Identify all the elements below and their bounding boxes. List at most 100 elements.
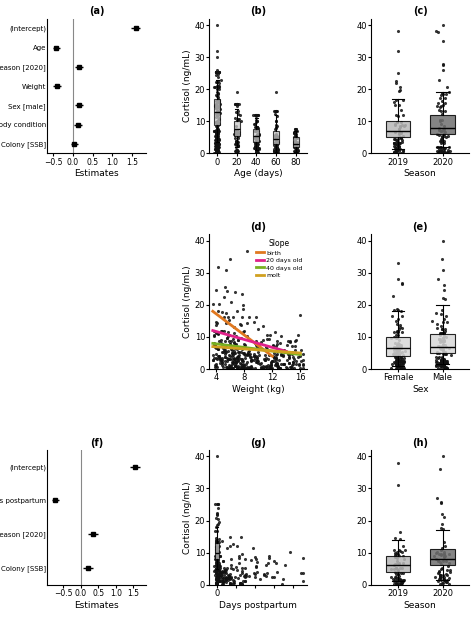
Point xyxy=(437,309,445,319)
Point xyxy=(247,356,255,366)
Point xyxy=(232,107,240,117)
Point xyxy=(438,578,446,588)
X-axis label: Estimates: Estimates xyxy=(74,169,119,179)
Point xyxy=(287,362,294,372)
Point xyxy=(292,124,299,134)
Point xyxy=(391,120,398,130)
Point xyxy=(439,236,447,246)
Point xyxy=(445,572,453,582)
Point xyxy=(263,363,271,373)
Point xyxy=(396,361,404,371)
Point xyxy=(213,341,220,351)
Point xyxy=(214,67,222,77)
Point xyxy=(438,134,445,144)
Point xyxy=(274,137,282,147)
Point xyxy=(246,312,253,322)
Point xyxy=(214,91,221,101)
Point xyxy=(267,360,274,369)
Point xyxy=(300,360,307,370)
Point xyxy=(212,132,220,142)
Point xyxy=(213,499,221,509)
Point xyxy=(233,139,241,149)
Point xyxy=(255,144,262,154)
Point xyxy=(232,125,239,135)
Point xyxy=(296,363,304,373)
Point xyxy=(222,575,229,585)
Point xyxy=(252,117,260,127)
Point xyxy=(213,138,220,148)
Point xyxy=(234,573,242,583)
Point xyxy=(254,129,261,139)
Point xyxy=(225,363,232,373)
Point xyxy=(210,326,218,336)
Point xyxy=(399,144,407,154)
Point xyxy=(443,358,451,368)
Point xyxy=(214,129,221,139)
Point xyxy=(249,109,257,119)
Y-axis label: Cortisol (ng/mL): Cortisol (ng/mL) xyxy=(182,481,191,554)
Point xyxy=(399,95,407,105)
Point xyxy=(213,124,220,134)
Point xyxy=(247,355,255,364)
Point xyxy=(272,123,280,132)
Point xyxy=(399,363,407,373)
Point xyxy=(292,132,300,142)
Point xyxy=(213,146,221,156)
Point xyxy=(213,579,220,589)
Point xyxy=(394,480,401,490)
Point xyxy=(257,363,264,373)
Point xyxy=(211,331,219,341)
Point xyxy=(213,575,220,585)
Point xyxy=(392,77,400,86)
Point xyxy=(394,140,402,150)
Point xyxy=(213,144,220,154)
Point xyxy=(214,67,222,77)
Point xyxy=(213,140,220,150)
Point xyxy=(214,572,222,582)
Point xyxy=(255,129,263,139)
Point xyxy=(212,140,220,150)
Point xyxy=(213,521,220,531)
Point xyxy=(395,339,403,349)
Point xyxy=(263,569,271,578)
Point xyxy=(273,144,280,154)
Point xyxy=(222,308,229,318)
Point xyxy=(213,560,220,570)
Point xyxy=(291,345,299,355)
Point xyxy=(440,340,447,350)
Point xyxy=(214,127,222,137)
Point xyxy=(261,350,268,360)
Point xyxy=(221,356,229,366)
Point xyxy=(220,292,228,302)
Point xyxy=(279,574,287,584)
Point xyxy=(252,351,260,361)
Point xyxy=(395,569,402,579)
Point xyxy=(437,145,445,155)
Point xyxy=(273,121,281,131)
Point xyxy=(213,555,220,565)
Point xyxy=(238,362,246,372)
Point xyxy=(213,124,220,134)
Point xyxy=(440,551,448,561)
Point xyxy=(396,139,403,149)
Point xyxy=(392,549,399,559)
Point xyxy=(291,139,299,149)
Point xyxy=(215,576,223,586)
Point xyxy=(272,558,280,568)
Point xyxy=(290,354,298,364)
Point xyxy=(214,67,222,77)
Point xyxy=(395,129,403,139)
Point xyxy=(434,347,441,357)
Point xyxy=(390,147,397,157)
Point xyxy=(390,345,398,355)
Point xyxy=(442,361,450,371)
Point xyxy=(220,567,228,577)
Point xyxy=(213,537,221,547)
Point xyxy=(225,355,232,364)
Point xyxy=(252,109,260,119)
Point xyxy=(299,568,306,578)
Point xyxy=(393,353,401,363)
Point xyxy=(228,356,236,366)
Point xyxy=(253,144,260,154)
Point xyxy=(215,82,222,92)
